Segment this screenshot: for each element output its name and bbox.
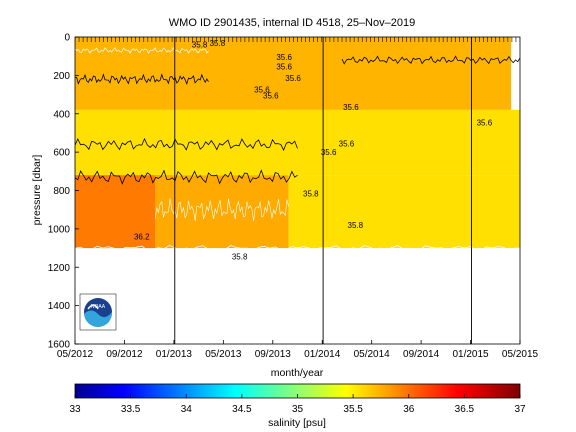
colorbar-label: salinity [psu] — [268, 417, 326, 429]
x-tick-label: 05/2014 — [354, 349, 391, 360]
x-tick-label: 09/2013 — [255, 349, 292, 360]
contour-label: 35.6 — [285, 74, 301, 83]
svg-text:NOAA: NOAA — [91, 304, 106, 310]
y-tick-label: 0 — [64, 33, 70, 44]
x-tick-label: 09/2014 — [403, 349, 440, 360]
colorbar-tick-label: 34.5 — [232, 404, 252, 415]
colorbar-tick-label: 33 — [69, 404, 81, 415]
contour-label: 35.6 — [254, 86, 270, 95]
y-tick-label: 400 — [53, 109, 70, 120]
colorbar-tick-label: 36 — [403, 404, 415, 415]
x-tick-label: 09/2012 — [106, 349, 143, 360]
contour-line — [75, 47, 209, 54]
contour-label: 35.8 — [192, 41, 208, 50]
y-tick-label: 1000 — [48, 224, 71, 235]
x-tick-label: 01/2015 — [452, 349, 489, 360]
x-tick-label: 01/2013 — [156, 349, 193, 360]
y-tick-label: 600 — [53, 148, 70, 159]
contour-label: 35.6 — [339, 139, 355, 148]
contour-label: 35.8 — [210, 39, 226, 48]
contour-line — [341, 55, 520, 65]
contour-line — [75, 137, 298, 152]
colorbar-tick-label: 37 — [514, 404, 526, 415]
salinity-region — [75, 109, 520, 176]
x-tick-label: 01/2014 — [304, 349, 341, 360]
noaa-logo: NOAA — [79, 293, 117, 331]
x-axis: 05/2012 09/2012 01/2013 05/2013 09/2013 01/20… — [57, 340, 539, 360]
y-axis: 0 200 400 600 800 1000 1200 1400 1600 — [48, 33, 79, 351]
contour-line — [75, 73, 209, 85]
plot-area: 35.8 35.835.635.635.635.635.635.635.635.6… — [75, 37, 520, 344]
contour-line — [154, 198, 289, 222]
chart-title: WMO ID 2901435, internal ID 4518, 25–Nov… — [169, 17, 415, 29]
contour-line — [75, 169, 298, 185]
salinity-region — [288, 175, 520, 249]
contour-label: 35.8 — [232, 253, 248, 262]
colorbar-tick-label: 34 — [181, 404, 193, 415]
y-axis-label: pressure [dbar] — [31, 155, 43, 226]
contour-label: 35.6 — [343, 103, 359, 112]
contour-label: 35.6 — [276, 63, 292, 72]
contour-label: 36.2 — [134, 232, 150, 241]
salinity-regions — [75, 37, 520, 249]
salinity-region — [75, 37, 512, 110]
x-tick-label: 05/2015 — [502, 349, 539, 360]
colorbar-tick-label: 33.5 — [121, 404, 141, 415]
x-axis-label: month/year — [271, 367, 324, 379]
contour-label: 35.6 — [263, 91, 279, 100]
contour-label: 35.6 — [276, 53, 292, 62]
x-tick-label: 05/2013 — [205, 349, 242, 360]
y-tick-label: 1400 — [48, 301, 71, 312]
colorbar-tick-label: 35.5 — [343, 404, 363, 415]
contour-label: 35.8 — [303, 189, 319, 198]
contour-labels: 35.8 35.835.635.635.635.635.635.635.635.6… — [134, 39, 493, 261]
year-boundary-lines — [174, 37, 472, 344]
y-tick-label: 1600 — [48, 340, 71, 351]
contour-line — [75, 245, 520, 252]
y-tick-label: 200 — [53, 71, 70, 82]
salinity-region — [75, 175, 156, 249]
colorbar-tick-label: 36.5 — [455, 404, 475, 415]
contour-label: 35.6 — [477, 118, 493, 127]
profile-ticks — [75, 37, 520, 42]
contour-label: 35.6 — [321, 148, 337, 157]
colorbar-tick-label: 35 — [292, 404, 304, 415]
contour-label: 35.8 — [348, 221, 364, 230]
colorbar-ticks: 33 33.5 34 34.5 35 35.5 36 36.5 37 — [69, 394, 526, 415]
y-tick-label: 800 — [53, 186, 70, 197]
y-tick-label: 1200 — [48, 263, 71, 274]
x-tick-label: 05/2012 — [57, 349, 94, 360]
salinity-contours — [75, 47, 520, 252]
